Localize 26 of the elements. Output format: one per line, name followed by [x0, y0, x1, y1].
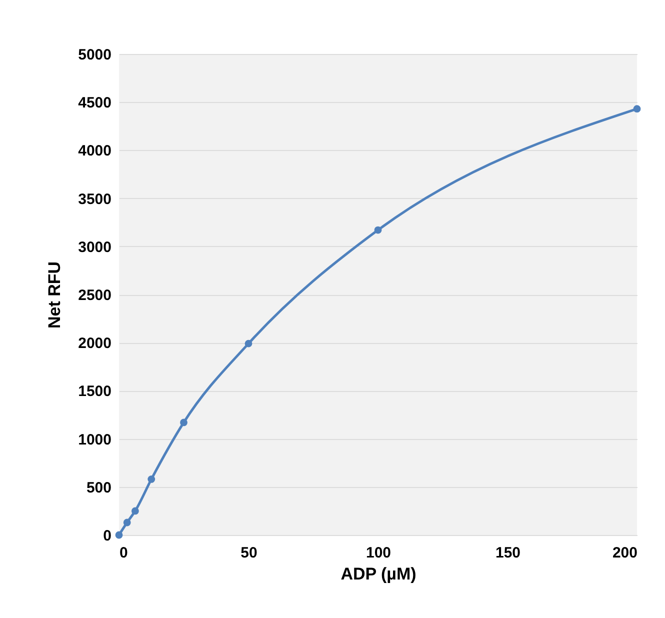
x-tick-label: 100 [366, 544, 392, 562]
y-axis-title: Net RFU [45, 261, 64, 329]
y-tick-label: 1000 [78, 431, 112, 448]
x-tick-label: 50 [240, 544, 258, 562]
point [148, 476, 156, 483]
point [633, 105, 641, 113]
y-tick-label: 3000 [78, 238, 112, 256]
point [180, 418, 188, 426]
y-tick-label: 4000 [78, 142, 112, 160]
y-tick-label: 2000 [78, 335, 112, 352]
x-axis-title: ADP (µM) [340, 564, 416, 584]
y-tick-label: 0 [103, 528, 112, 544]
y-tick-label: 5000 [78, 46, 112, 64]
x-tick-label: 0 [120, 544, 128, 562]
y-tick-label: 4500 [78, 94, 112, 112]
x-tick-label: 200 [612, 544, 638, 562]
point [374, 226, 382, 234]
y-tick-label: 500 [86, 479, 112, 496]
y-tick-label: 1500 [78, 383, 112, 400]
point [244, 340, 252, 348]
y-tick-label: 2500 [78, 287, 112, 304]
x-tick-label: 150 [495, 544, 521, 562]
y-tick-label: 3500 [78, 190, 112, 208]
point [115, 531, 123, 539]
point [131, 507, 139, 515]
point [123, 518, 131, 526]
